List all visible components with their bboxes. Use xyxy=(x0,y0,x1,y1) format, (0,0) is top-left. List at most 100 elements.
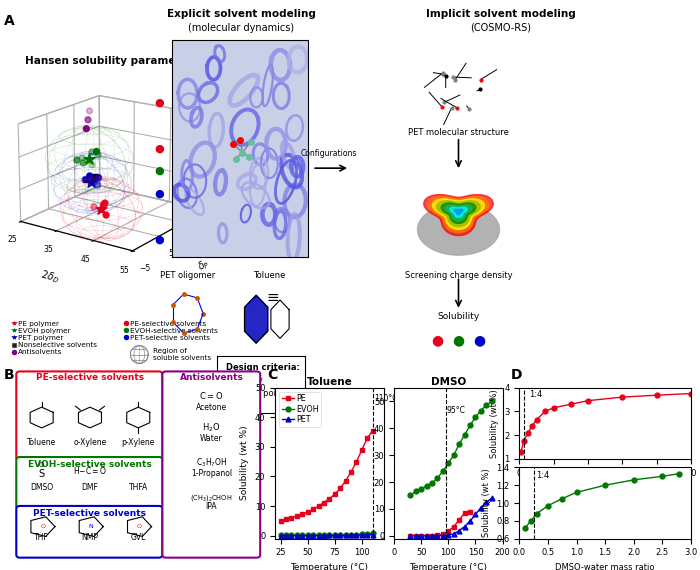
Polygon shape xyxy=(428,197,489,233)
EVOH xyxy=(487,398,496,405)
PE xyxy=(309,506,317,513)
Text: $\rm H{-}C{=}O$: $\rm H{-}C{=}O$ xyxy=(73,465,107,476)
PET xyxy=(336,532,344,539)
PE xyxy=(347,469,356,475)
Text: Region of
soluble solvents: Region of soluble solvents xyxy=(153,348,211,361)
X-axis label: Temperature (°C): Temperature (°C) xyxy=(410,563,487,570)
Text: B: B xyxy=(4,368,14,382)
PET xyxy=(309,532,317,539)
EVOH xyxy=(368,530,377,537)
X-axis label: Toluene-acetone mass ratio: Toluene-acetone mass ratio xyxy=(547,483,663,492)
Text: $\rm \overset{O}{\underset{}{S}}$: $\rm \overset{O}{\underset{}{S}}$ xyxy=(38,460,46,478)
PET xyxy=(461,523,469,530)
Text: Water: Water xyxy=(200,434,223,443)
Text: Screening charge density: Screening charge density xyxy=(405,271,512,280)
EVOH xyxy=(342,531,350,538)
PE xyxy=(406,532,414,539)
EVOH xyxy=(320,532,328,539)
PET xyxy=(287,532,295,539)
PE xyxy=(412,532,420,539)
Text: (COSMO-RS): (COSMO-RS) xyxy=(470,23,531,33)
EVOH xyxy=(309,532,317,539)
PET xyxy=(412,532,420,539)
EVOH xyxy=(352,531,361,538)
Text: 1-Propanol: 1-Propanol xyxy=(191,469,232,478)
PET xyxy=(471,511,480,518)
PE xyxy=(293,513,301,520)
EVOH xyxy=(314,532,323,539)
EVOH xyxy=(293,532,301,539)
PET xyxy=(314,532,323,539)
EVOH xyxy=(482,402,491,409)
Text: DMF: DMF xyxy=(81,483,99,492)
EVOH xyxy=(439,468,447,475)
Text: Design criteria:: Design criteria: xyxy=(225,363,300,372)
PE xyxy=(368,427,377,434)
EVOH xyxy=(428,480,436,487)
Text: ●: ● xyxy=(155,234,164,245)
Line: EVOH: EVOH xyxy=(408,398,494,498)
Y-axis label: Solubility (wt %): Solubility (wt %) xyxy=(240,426,249,500)
PE xyxy=(363,434,372,441)
PE xyxy=(304,508,312,515)
Text: $\rm (CH_3)_2CHOH$: $\rm (CH_3)_2CHOH$ xyxy=(190,493,232,503)
EVOH xyxy=(477,407,485,414)
EVOH xyxy=(298,532,307,539)
EVOH xyxy=(449,451,458,458)
PET xyxy=(487,495,496,502)
PE xyxy=(336,485,344,492)
PE xyxy=(466,508,475,515)
PET xyxy=(352,532,361,539)
Text: - Cost: - Cost xyxy=(225,402,250,411)
Text: Explicit solvent modeling: Explicit solvent modeling xyxy=(167,9,316,19)
Polygon shape xyxy=(244,295,267,343)
PET xyxy=(477,504,485,511)
EVOH xyxy=(330,532,339,539)
PE xyxy=(276,518,285,524)
PE xyxy=(455,516,463,523)
Text: PET-selective solvents: PET-selective solvents xyxy=(34,509,146,518)
PE xyxy=(320,499,328,506)
PET xyxy=(466,518,475,524)
EVOH xyxy=(358,531,366,538)
Y-axis label: Solubility (wt %): Solubility (wt %) xyxy=(490,389,498,458)
PET xyxy=(439,532,447,539)
PE xyxy=(461,510,469,516)
Text: 1:4: 1:4 xyxy=(528,390,542,400)
Line: PET: PET xyxy=(408,496,494,538)
Text: ●: ● xyxy=(155,97,164,108)
PET xyxy=(428,532,436,539)
Polygon shape xyxy=(433,199,484,230)
Legend: PE-selective solvents, EVOH-selective solvents, PET-selective solvents: PE-selective solvents, EVOH-selective so… xyxy=(122,321,218,341)
PET xyxy=(325,532,334,539)
PE xyxy=(352,458,361,465)
Text: THF: THF xyxy=(34,533,49,542)
EVOH xyxy=(455,441,463,447)
PE xyxy=(444,528,452,535)
Text: 1:4: 1:4 xyxy=(536,471,550,480)
Line: PE: PE xyxy=(278,428,375,523)
FancyBboxPatch shape xyxy=(16,506,162,557)
PE xyxy=(358,446,366,453)
Text: O: O xyxy=(137,524,142,530)
Polygon shape xyxy=(437,201,480,226)
PET xyxy=(342,532,350,539)
PET xyxy=(358,532,366,539)
Polygon shape xyxy=(450,207,467,217)
Title: DMSO: DMSO xyxy=(430,377,466,387)
Polygon shape xyxy=(418,204,500,255)
PE xyxy=(439,531,447,538)
Text: ●: ● xyxy=(155,143,164,153)
Text: Acetone: Acetone xyxy=(196,403,227,412)
Text: 110°C: 110°C xyxy=(374,393,398,402)
PET xyxy=(320,532,328,539)
EVOH xyxy=(325,532,334,539)
EVOH xyxy=(363,531,372,538)
EVOH xyxy=(276,532,285,539)
PET xyxy=(449,530,458,537)
PE xyxy=(422,532,430,539)
Line: EVOH: EVOH xyxy=(278,531,375,538)
EVOH xyxy=(466,422,475,429)
PET xyxy=(276,532,285,539)
FancyBboxPatch shape xyxy=(16,457,162,509)
